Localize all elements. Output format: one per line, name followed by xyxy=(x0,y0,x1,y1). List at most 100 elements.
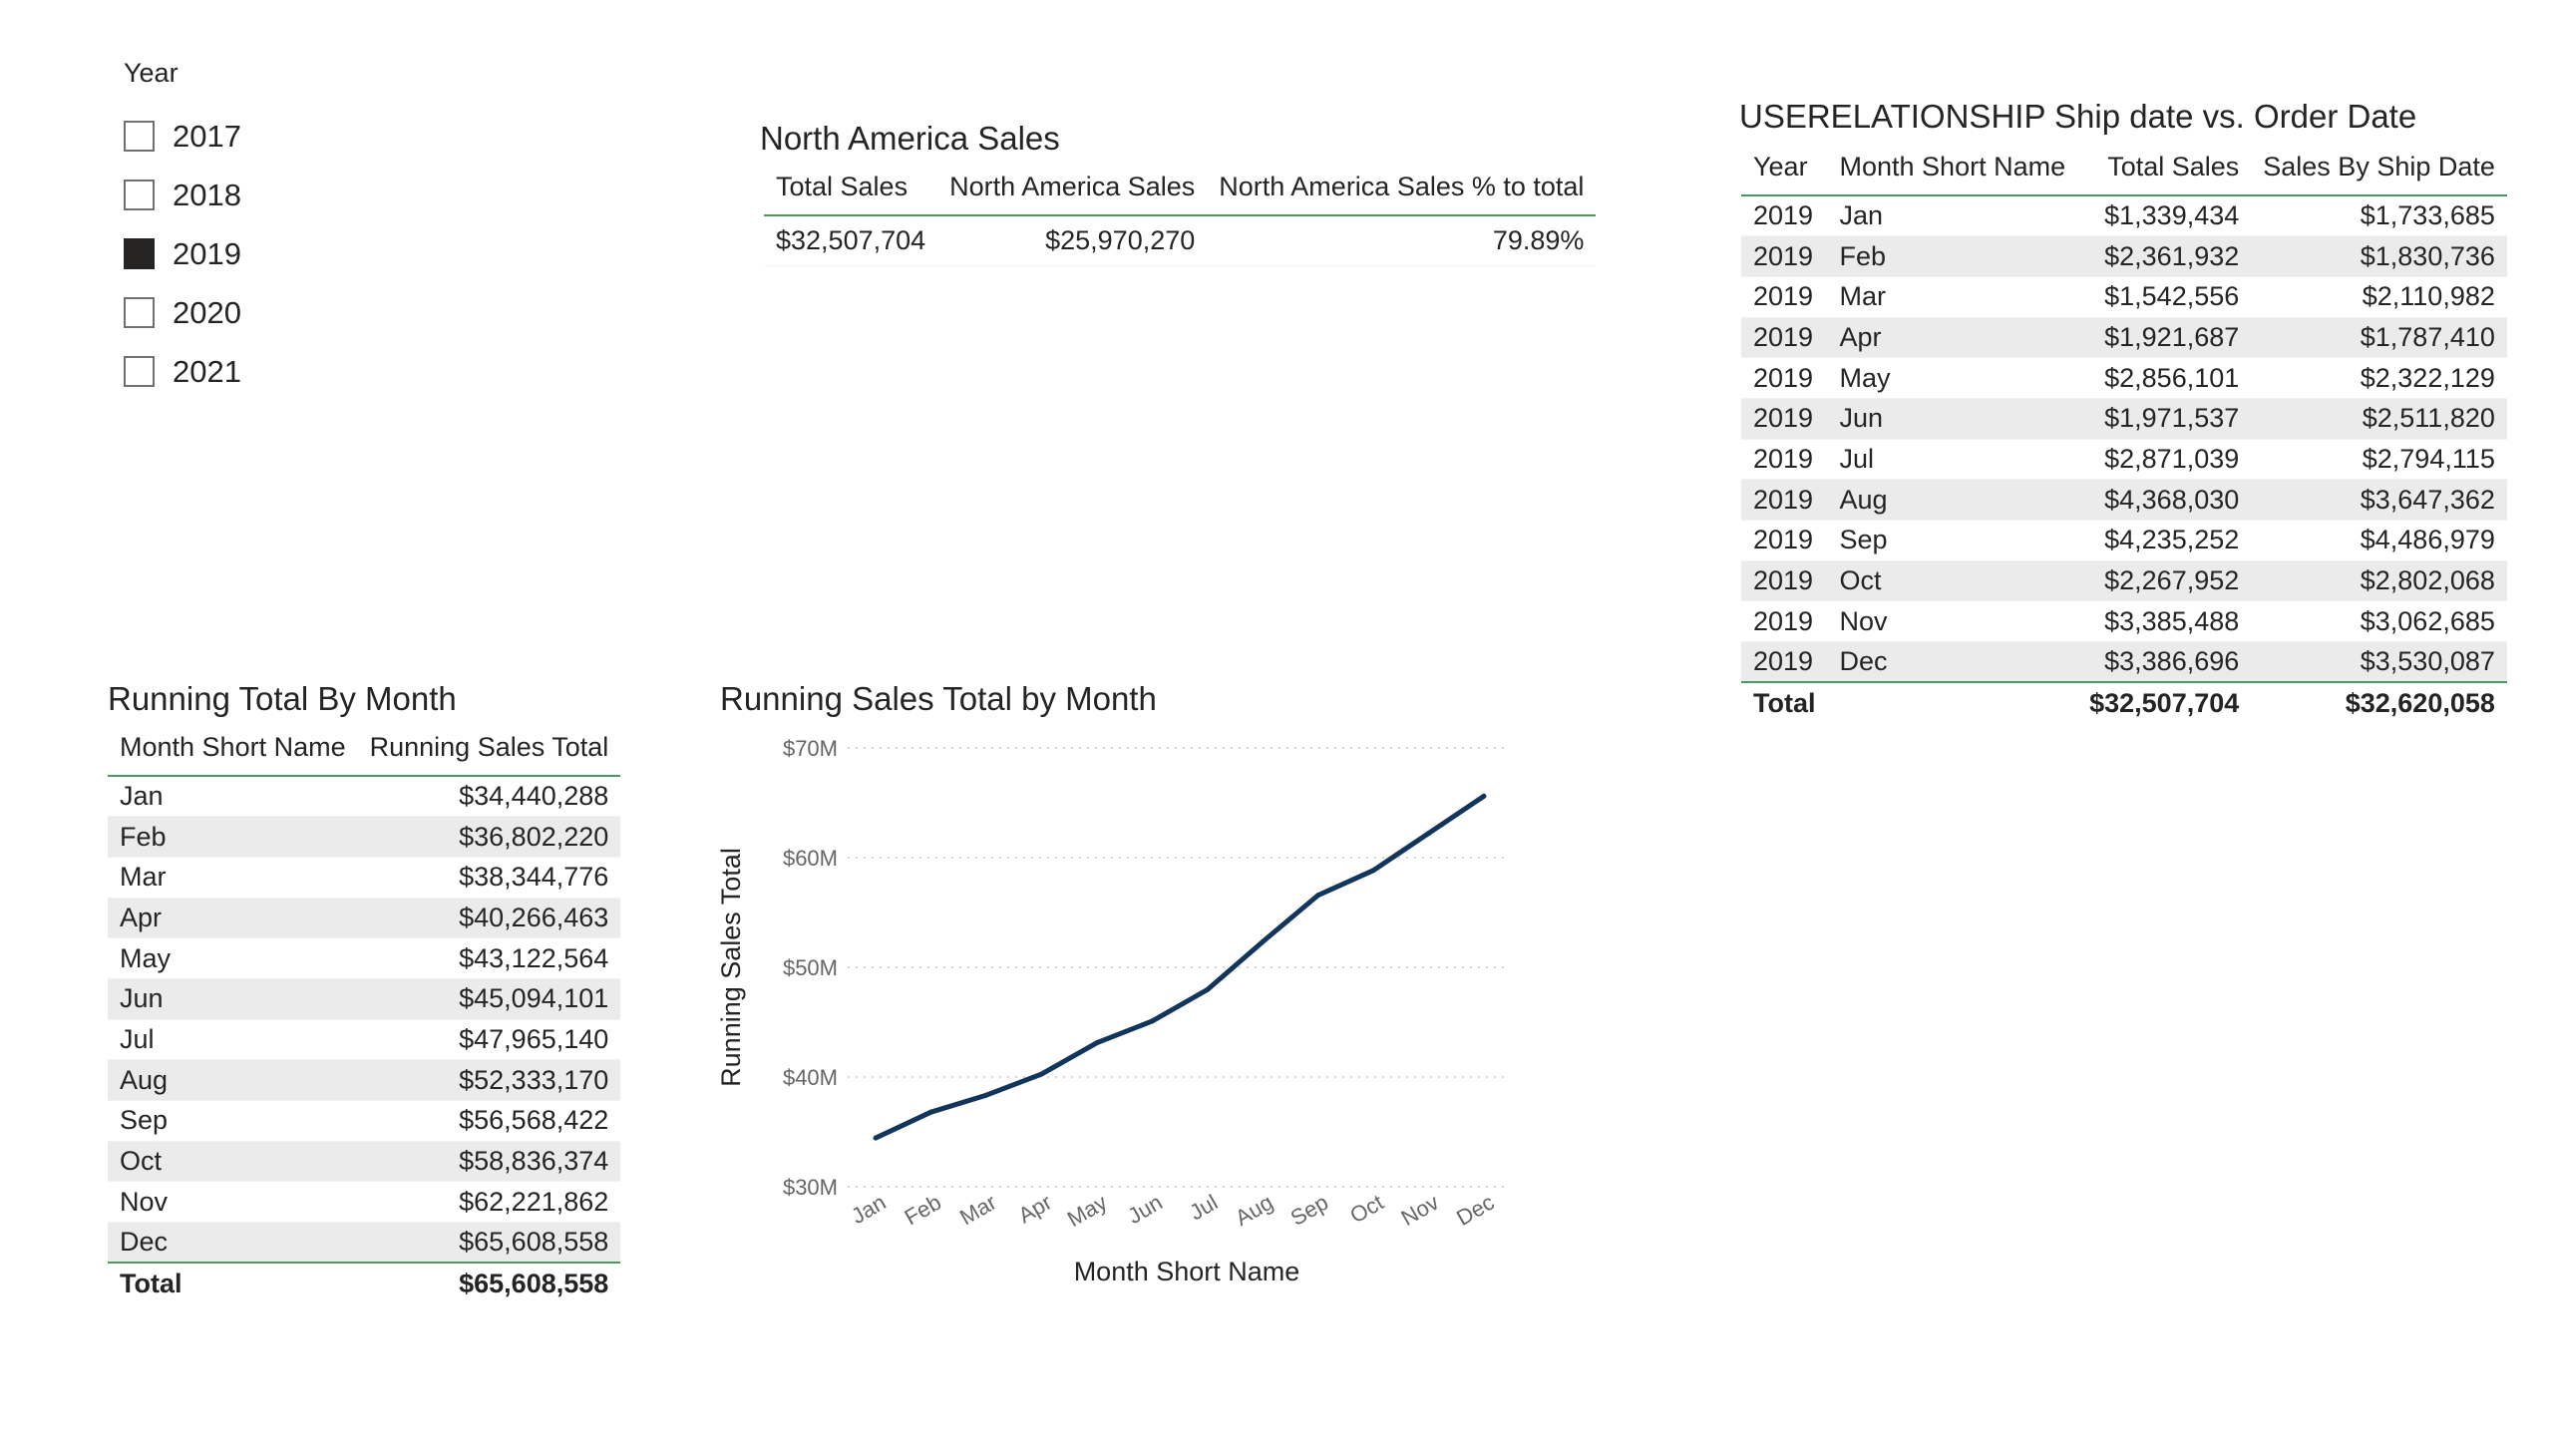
table-cell: $3,062,685 xyxy=(2360,605,2495,636)
table-cell: 2019 xyxy=(1753,605,1814,636)
data-point xyxy=(1205,986,1211,992)
x-tick-label: Feb xyxy=(901,1190,945,1231)
table-cell: $62,221,862 xyxy=(459,1186,609,1217)
column-header[interactable]: North America Sales xyxy=(949,172,1196,201)
table-cell: 2019 xyxy=(1753,403,1814,434)
column-header[interactable]: Total Sales xyxy=(2107,152,2240,182)
table-cell: Feb xyxy=(120,821,167,852)
total-value: $65,608,558 xyxy=(459,1269,609,1299)
column-header[interactable]: North America Sales % to total xyxy=(1219,172,1585,201)
checkbox[interactable] xyxy=(124,356,155,387)
slicer-item-label: 2019 xyxy=(173,235,241,271)
table-cell: $2,871,039 xyxy=(2104,443,2240,474)
chart-title: Running Sales Total by Month xyxy=(720,680,1157,717)
table-cell: $2,322,129 xyxy=(2360,362,2495,393)
y-tick-label: $40M xyxy=(783,1065,838,1090)
table-cell: May xyxy=(120,942,172,973)
table-cell: $56,568,422 xyxy=(459,1105,609,1136)
table-cell: 2019 xyxy=(1753,565,1814,596)
data-point xyxy=(1370,868,1376,874)
x-tick-label: Aug xyxy=(1231,1190,1276,1231)
table-cell: Jul xyxy=(120,1023,155,1054)
x-tick-label: Jan xyxy=(847,1190,890,1229)
table-cell: $3,385,488 xyxy=(2104,605,2240,636)
table-cell: Nov xyxy=(120,1186,169,1217)
table-cell: Mar xyxy=(1839,281,1887,312)
table-cell: Oct xyxy=(1839,565,1882,596)
table-cell: $2,794,115 xyxy=(2362,443,2495,474)
y-axis-title: Running Sales Total xyxy=(718,848,746,1087)
table-cell: 2019 xyxy=(1753,362,1814,393)
ship-date-table: Year Month Short Name Total Sales Sales … xyxy=(1741,140,2507,724)
slicer-item-2020[interactable]: 2020 xyxy=(124,283,423,342)
table-cell: Jan xyxy=(120,781,164,812)
slicer-item-2019[interactable]: 2019 xyxy=(124,224,423,283)
table-cell: $1,830,736 xyxy=(2360,240,2495,271)
table-row: 2019 Jan $1,339,434 $1,733,685 xyxy=(1741,195,2507,236)
table-cell: $45,094,101 xyxy=(459,983,609,1014)
table-cell: Apr xyxy=(120,902,163,932)
table-cell: $1,787,410 xyxy=(2360,321,2495,352)
checkbox[interactable] xyxy=(124,297,155,328)
table-cell: 2019 xyxy=(1753,646,1814,677)
column-header[interactable]: Month Short Name xyxy=(120,732,346,762)
column-header[interactable]: Month Short Name xyxy=(1839,152,2066,182)
slicer-item-label: 2018 xyxy=(173,177,241,212)
table-cell: $2,361,932 xyxy=(2104,240,2240,271)
running-total-table: Month Short Name Running Sales Total Jan… xyxy=(108,720,621,1304)
slicer-item-label: 2021 xyxy=(173,353,241,389)
table-cell: $36,802,220 xyxy=(459,821,609,852)
column-header[interactable]: Year xyxy=(1753,152,1808,182)
data-point xyxy=(1481,793,1487,799)
table-cell: Apr xyxy=(1839,321,1882,352)
data-point xyxy=(1149,1018,1155,1024)
table-row: 2019 Jul $2,871,039 $2,794,115 xyxy=(1741,439,2507,480)
table-cell: Oct xyxy=(120,1146,163,1177)
table-row: Jun $45,094,101 xyxy=(108,978,621,1020)
slicer-item-label: 2017 xyxy=(173,118,241,154)
table-cell: $47,965,140 xyxy=(459,1023,609,1054)
table-cell: $34,440,288 xyxy=(459,781,609,812)
table-cell: 2019 xyxy=(1753,281,1814,312)
table-row: Apr $40,266,463 xyxy=(108,898,621,938)
y-tick-label: $60M xyxy=(783,846,838,871)
slicer-item-2017[interactable]: 2017 xyxy=(124,107,423,166)
table-cell: $40,266,463 xyxy=(459,902,609,932)
table-cell: 2019 xyxy=(1753,525,1814,555)
table-row: Nov $62,221,862 xyxy=(108,1182,621,1223)
slicer-item-2021[interactable]: 2021 xyxy=(124,342,423,401)
running-sales-line-chart[interactable]: $70M $60M $50M $40M $30M Jan Feb Mar Apr May Jun Ju… xyxy=(718,718,1536,1316)
x-tick-label: Nov xyxy=(1397,1190,1443,1231)
table-row: 2019 Mar $1,542,556 $2,110,982 xyxy=(1741,276,2507,318)
total-ship-value: $32,620,058 xyxy=(2345,688,2495,719)
checkbox[interactable] xyxy=(124,121,155,152)
x-tick-label: Mar xyxy=(955,1190,1000,1231)
table-cell: $1,733,685 xyxy=(2360,200,2495,231)
table-cell: $4,368,030 xyxy=(2104,484,2240,515)
column-header[interactable]: Running Sales Total xyxy=(369,732,609,762)
table-cell: $4,235,252 xyxy=(2104,525,2240,555)
column-header[interactable]: Sales By Ship Date xyxy=(2263,152,2495,182)
slicer-item-2018[interactable]: 2018 xyxy=(124,166,423,224)
table-cell: 2019 xyxy=(1753,443,1814,474)
data-point xyxy=(873,1135,879,1141)
column-header[interactable]: Total Sales xyxy=(776,172,909,201)
total-row: Total $32,507,704 $32,620,058 xyxy=(1741,682,2507,724)
table-cell: $4,486,979 xyxy=(2360,525,2495,555)
table-cell: Dec xyxy=(120,1227,169,1258)
data-point xyxy=(1260,938,1266,944)
data-point xyxy=(1094,1040,1100,1046)
checkbox[interactable] xyxy=(124,238,155,269)
x-tick-label: Jul xyxy=(1185,1190,1222,1226)
checkbox[interactable] xyxy=(124,180,155,210)
table-cell: Jun xyxy=(1839,403,1884,434)
data-point xyxy=(1315,893,1321,899)
table-cell: Sep xyxy=(120,1105,169,1136)
table-cell: 2019 xyxy=(1753,484,1814,515)
y-tick-label: $50M xyxy=(783,955,838,980)
table-cell: $32,507,704 xyxy=(776,224,926,255)
table-cell: Nov xyxy=(1839,605,1888,636)
x-axis-title: Month Short Name xyxy=(1074,1257,1300,1286)
table-cell: $38,344,776 xyxy=(459,862,609,893)
table-cell: $2,267,952 xyxy=(2104,565,2240,596)
